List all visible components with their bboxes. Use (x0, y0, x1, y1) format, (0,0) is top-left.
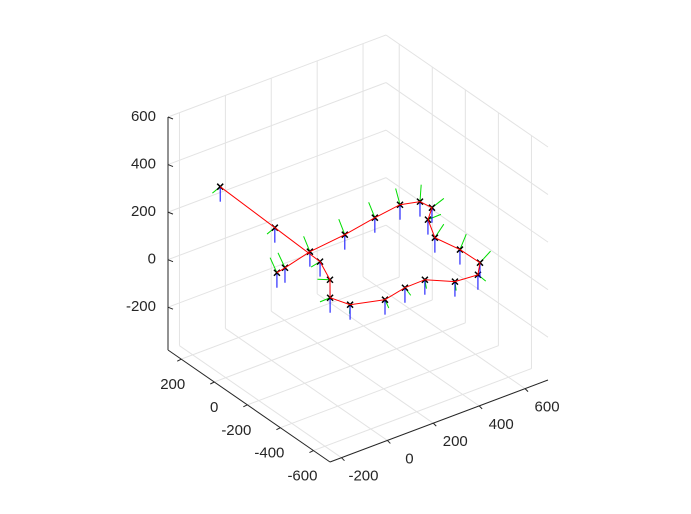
grid-line (214, 299, 433, 383)
grid-line (167, 224, 387, 308)
z-tick-label: 600 (131, 108, 156, 125)
y-tick (177, 358, 182, 362)
z-tick-label: 0 (148, 251, 156, 268)
grid-line (167, 82, 387, 166)
y-tick (309, 450, 314, 454)
grid-line (362, 276, 526, 390)
frame-axis (277, 252, 286, 268)
grid-line (313, 368, 532, 452)
frame-axis (395, 188, 401, 205)
z-tick (167, 116, 174, 120)
frame (368, 202, 379, 233)
frame (266, 224, 279, 243)
grid-line (316, 293, 480, 407)
y-tick-label: -600 (287, 468, 317, 485)
frame-axis (269, 257, 278, 273)
y-tick-label: -200 (221, 422, 251, 439)
z-tick (167, 259, 174, 263)
x-tick-label: 0 (405, 450, 413, 467)
z-tick-label: -200 (126, 298, 156, 315)
frame-axis (338, 218, 346, 235)
frame-axis (368, 202, 376, 218)
grid-line (385, 129, 549, 243)
z-tick-label: 400 (131, 156, 156, 173)
x-tick (341, 457, 345, 462)
z-tick-label: 200 (131, 203, 156, 220)
grid-line (167, 177, 387, 261)
x-tick (524, 388, 529, 392)
frame-axis (459, 234, 467, 250)
z-tick (167, 164, 174, 168)
frame-axis (427, 213, 442, 221)
grid-line (167, 34, 387, 118)
z-tick (167, 211, 174, 215)
frame (212, 183, 224, 202)
y-tick-label: -400 (254, 445, 284, 462)
y-tick-label: 200 (160, 376, 185, 393)
y-tick-label: 0 (210, 399, 218, 416)
y-tick (210, 381, 215, 385)
grid-line (225, 328, 388, 441)
grid-line (280, 345, 499, 429)
frame (416, 184, 424, 217)
x-axis (329, 379, 549, 463)
x-tick (387, 440, 391, 444)
grid-line (247, 322, 466, 406)
grid-line (385, 82, 549, 195)
frame (431, 223, 445, 253)
grid-line (385, 177, 549, 291)
grid-line (385, 34, 549, 148)
x-tick-label: -200 (348, 468, 378, 485)
x-tick-label: 200 (443, 433, 468, 450)
frame-axis (303, 236, 311, 252)
frame (277, 252, 289, 283)
z-tick (167, 306, 174, 310)
frame-axis (317, 278, 331, 281)
grid-line (179, 345, 342, 459)
grid-line (167, 129, 387, 213)
trajectory (219, 186, 481, 306)
x-tick-label: 400 (489, 416, 514, 433)
frame-axis (419, 184, 422, 202)
y-tick (243, 404, 248, 408)
y-axis (167, 349, 331, 463)
y-tick (276, 427, 281, 431)
frame (303, 236, 314, 267)
grid-line (181, 276, 400, 360)
x-tick (432, 422, 437, 427)
x-tick (478, 405, 483, 410)
frame (317, 276, 334, 295)
frame (338, 218, 349, 250)
grid-line (270, 310, 434, 424)
grid-line (385, 224, 549, 338)
x-tick-label: 600 (535, 399, 560, 416)
